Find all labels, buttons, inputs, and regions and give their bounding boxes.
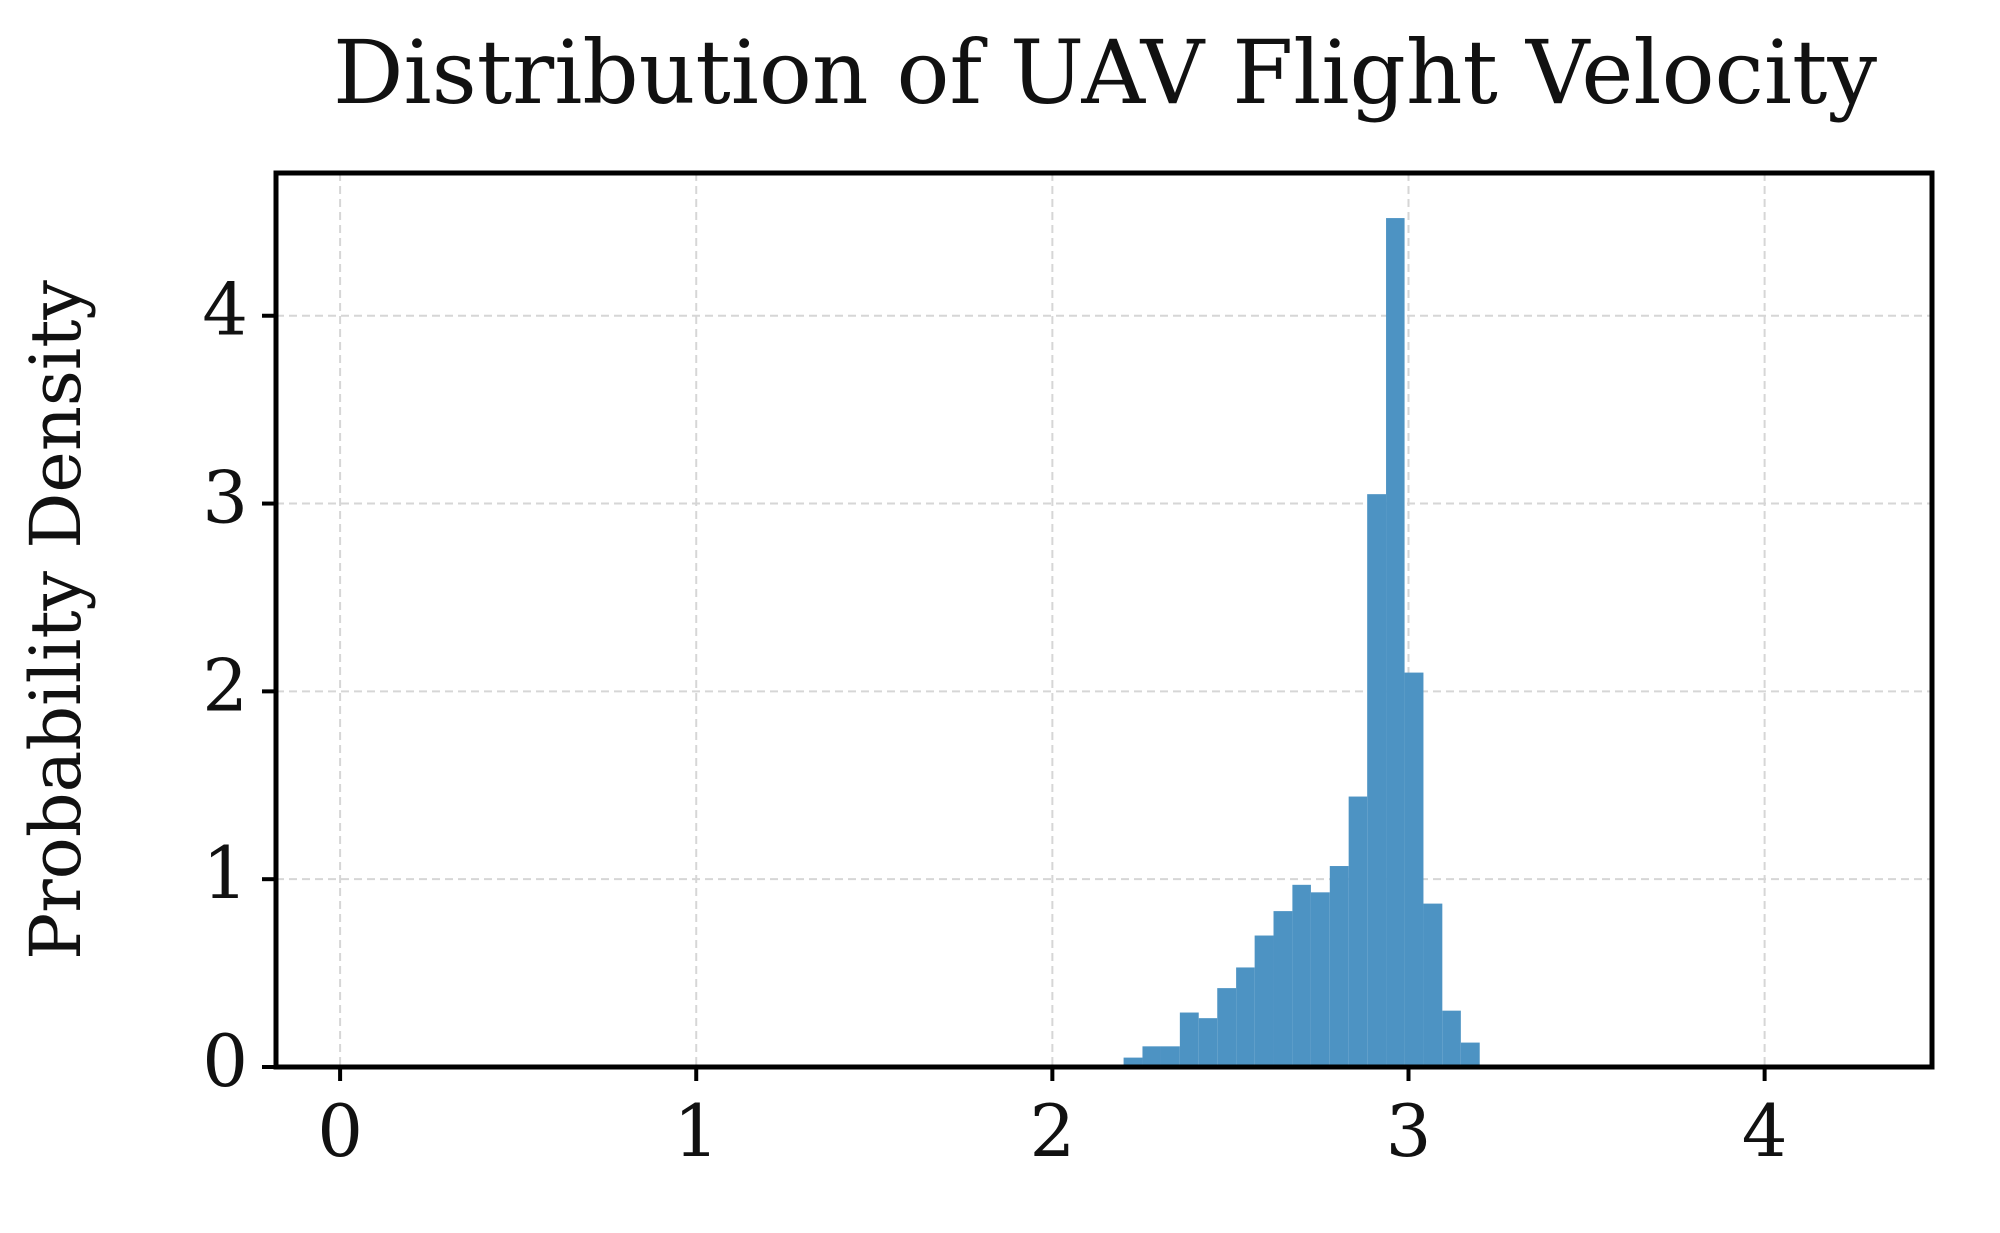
bar xyxy=(1142,1046,1161,1067)
bar xyxy=(1404,672,1424,1067)
bar xyxy=(1198,1018,1218,1067)
y-tick-label: 2 xyxy=(202,643,248,727)
bar xyxy=(1123,1057,1143,1067)
bar xyxy=(1386,218,1405,1068)
plot-frame xyxy=(273,170,1935,1070)
y-tick-label: 3 xyxy=(202,456,248,540)
bar xyxy=(1348,796,1368,1067)
bar xyxy=(1310,892,1330,1067)
bar xyxy=(1442,1010,1461,1067)
x-tick-label: 1 xyxy=(673,1089,719,1173)
bar xyxy=(1273,911,1293,1067)
bar xyxy=(1160,1046,1180,1067)
y-axis-label: Probability Density xyxy=(15,280,97,960)
bar xyxy=(1292,884,1311,1067)
x-tick-label: 0 xyxy=(317,1089,363,1173)
bar xyxy=(1460,1042,1480,1067)
bar xyxy=(1367,494,1387,1067)
chart-title: Distribution of UAV Flight Velocity xyxy=(333,21,1877,124)
x-tick-label: 3 xyxy=(1386,1089,1432,1173)
y-tick-label: 1 xyxy=(202,831,248,915)
bar xyxy=(1217,988,1237,1067)
bar xyxy=(1254,935,1274,1067)
y-tick-label: 0 xyxy=(202,1019,248,1103)
bar xyxy=(1329,866,1349,1067)
bar xyxy=(1179,1012,1199,1067)
x-tick-label: 4 xyxy=(1742,1089,1788,1173)
x-tick-label: 2 xyxy=(1029,1089,1075,1173)
bar xyxy=(1236,967,1255,1067)
y-tick-label: 4 xyxy=(202,268,248,352)
bar xyxy=(1423,903,1443,1067)
